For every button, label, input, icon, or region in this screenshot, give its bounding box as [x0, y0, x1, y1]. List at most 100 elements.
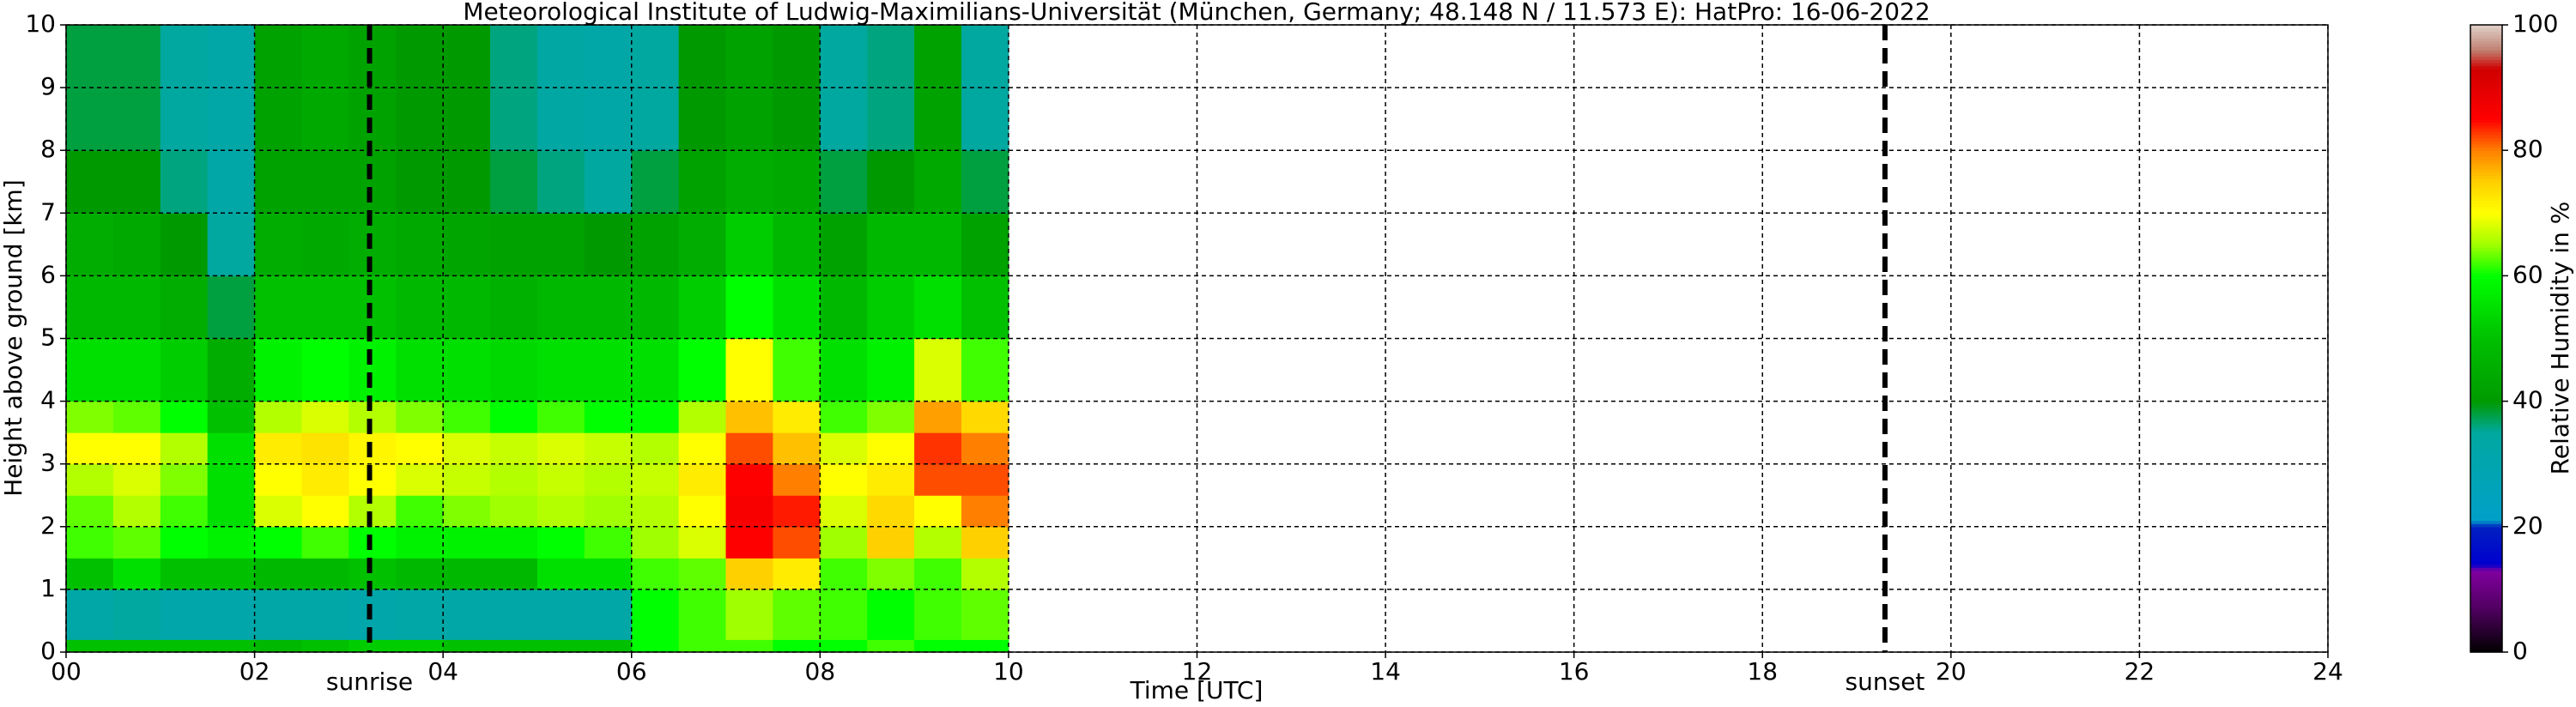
heat-cell	[490, 338, 538, 402]
heat-cell	[914, 150, 962, 214]
heat-cell	[584, 432, 633, 465]
heat-cell	[490, 589, 538, 640]
heat-cell	[254, 558, 302, 590]
colorbar-band	[2470, 131, 2502, 136]
colorbar-band	[2470, 363, 2502, 367]
colorbar-band	[2470, 297, 2502, 302]
colorbar-band	[2470, 109, 2502, 113]
colorbar-band	[2470, 52, 2502, 57]
colorbar-band	[2470, 294, 2502, 299]
heat-cell	[820, 463, 868, 496]
colorbar-band	[2470, 401, 2502, 405]
colorbar-band	[2470, 416, 2502, 421]
colorbar-band	[2470, 492, 2502, 496]
colorbar-band	[2470, 570, 2502, 575]
heat-cell	[820, 495, 868, 528]
heat-cell	[160, 338, 209, 402]
heat-cell	[396, 213, 444, 276]
heat-cell	[773, 275, 821, 339]
colorbar-band	[2470, 190, 2502, 195]
heat-cell	[207, 463, 256, 496]
colorbar-band	[2470, 351, 2502, 355]
colorbar-band	[2470, 573, 2502, 577]
heat-cell	[773, 589, 821, 640]
heat-cell	[914, 526, 962, 559]
heat-cell	[961, 558, 1009, 590]
heat-cell	[301, 275, 349, 339]
colorbar-band	[2470, 414, 2502, 418]
heat-cell	[536, 275, 585, 339]
colorbar-band	[2470, 304, 2502, 308]
heat-cell	[631, 495, 680, 528]
heat-cell	[961, 639, 1009, 653]
colorbar-band	[2470, 251, 2502, 255]
heat-cell	[536, 338, 585, 402]
colorbar-band	[2470, 285, 2502, 289]
heat-cell	[254, 432, 302, 465]
x-tick-label: 20	[1936, 657, 1967, 686]
heat-cell	[867, 213, 915, 276]
heat-cell	[112, 432, 161, 465]
heat-cell	[443, 526, 491, 559]
colorbar-band	[2470, 379, 2502, 384]
colorbar-band	[2470, 586, 2502, 590]
heat-cell	[349, 526, 397, 559]
heat-cell	[66, 150, 114, 214]
colorbar-band	[2470, 316, 2502, 321]
heat-cell	[66, 639, 114, 653]
heat-cell	[349, 639, 397, 653]
heat-cell	[490, 495, 538, 528]
x-tick-label: 16	[1559, 657, 1590, 686]
heat-cell	[301, 558, 349, 590]
colorbar-band	[2470, 175, 2502, 179]
colorbar-band	[2470, 62, 2502, 67]
colorbar-band	[2470, 442, 2502, 446]
colorbar-band	[2470, 482, 2502, 486]
heat-cell	[820, 589, 868, 640]
heat-cell	[160, 639, 209, 653]
heat-cell	[349, 432, 397, 465]
plot-frame	[65, 24, 2329, 653]
heat-cell	[66, 275, 114, 339]
heat-cell	[914, 213, 962, 276]
heat-cell	[254, 338, 302, 402]
heat-cell	[867, 150, 915, 214]
heat-cell	[443, 275, 491, 339]
heat-cell	[254, 495, 302, 528]
colorbar-band	[2470, 592, 2502, 596]
colorbar-band	[2470, 27, 2502, 32]
colorbar-band	[2470, 197, 2502, 202]
heat-cell	[254, 275, 302, 339]
colorbar-band	[2470, 542, 2502, 547]
colorbar-band	[2470, 470, 2502, 474]
heat-cell	[443, 639, 491, 653]
heat-cell	[207, 338, 256, 402]
heat-cell	[914, 463, 962, 496]
colorbar-band	[2470, 395, 2502, 399]
colorbar-band	[2470, 539, 2502, 543]
colorbar-band	[2470, 59, 2502, 63]
heat-cell	[820, 401, 868, 433]
heat-cell	[725, 213, 773, 276]
colorbar-band	[2470, 467, 2502, 471]
colorbar-band	[2470, 639, 2502, 644]
colorbar-band	[2470, 128, 2502, 132]
heat-cell	[396, 589, 444, 640]
heat-cell	[867, 401, 915, 433]
y-tick-label: 5	[40, 323, 56, 352]
heat-cell	[160, 150, 209, 214]
colorbar-band	[2470, 545, 2502, 549]
colorbar-band	[2470, 529, 2502, 534]
heat-cell	[207, 213, 256, 276]
x-tick-label: 10	[993, 657, 1024, 686]
colorbar-band	[2470, 567, 2502, 571]
colorbar-band	[2470, 94, 2502, 98]
y-tick-label: 0	[40, 637, 56, 665]
heat-cell	[914, 275, 962, 339]
colorbar-band	[2470, 244, 2502, 249]
y-tick-label: 3	[40, 449, 56, 477]
heat-cell	[66, 432, 114, 465]
x-tick-label: 18	[1747, 657, 1778, 686]
colorbar-band	[2470, 617, 2502, 622]
